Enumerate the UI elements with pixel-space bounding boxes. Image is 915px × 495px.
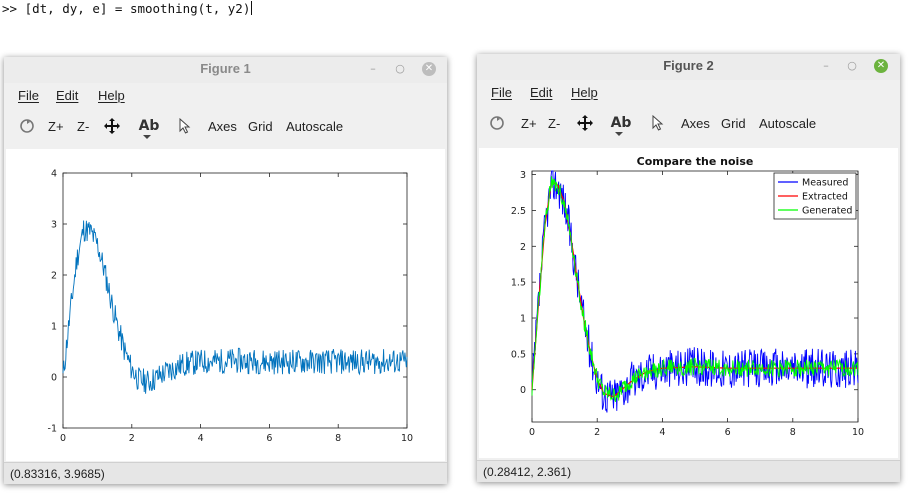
menu-edit[interactable]: Edit [56,88,79,103]
x-tick-label: 10 [401,433,413,444]
x-tick-label: 4 [659,427,665,438]
text-icon[interactable]: Ab [609,114,633,136]
autoscale-button[interactable]: Autoscale [286,119,344,134]
menu-file[interactable]: File [18,88,39,103]
x-tick-label: 4 [198,433,204,444]
y-tick-label: 3 [520,170,526,181]
grid-button[interactable]: Grid [721,116,746,131]
menu-bar: File Edit Help [4,83,447,109]
legend-label: Measured [802,178,848,189]
maximize-icon[interactable]: ○ [395,62,405,75]
toolbar: Z+ Z- Ab Axes Grid Autoscale [4,109,447,147]
chart-title: Compare the noise [637,155,754,168]
y-tick-label: 4 [51,169,57,180]
plot-canvas[interactable]: Compare the noise 0 2 4 6 8 10 0 0.5 1 1.5 2 2.5 3 Mea… [479,148,898,458]
plot-canvas[interactable]: 0 2 4 6 8 10 -1 0 1 2 3 4 [6,149,445,461]
y-tick-label: 1 [520,314,526,325]
y-tick-label: 0 [51,373,57,384]
zoom-in-button[interactable]: Z+ [48,119,64,134]
x-tick-label: 0 [529,427,535,438]
x-tick-label: 6 [725,427,731,438]
y-tick-label: 0 [520,385,526,396]
axes-button[interactable]: Axes [681,116,710,131]
toolbar: Z+ Z- Ab Axes Grid Autoscale [477,106,900,144]
pointer-icon[interactable] [176,117,194,135]
y-tick-label: 3 [51,220,57,231]
chevron-down-icon [143,135,151,139]
zoom-out-button[interactable]: Z- [77,119,90,134]
maximize-icon[interactable]: ○ [847,59,857,72]
rotate-icon[interactable] [488,114,506,132]
window-title: Figure 1 [200,61,251,76]
cursor-coordinates: (0.83316, 3.9685) [10,467,105,481]
close-icon[interactable]: ✕ [422,62,436,76]
grid-button[interactable]: Grid [248,119,273,134]
minimize-icon[interactable]: – [370,62,376,75]
x-tick-label: 6 [266,433,272,444]
series-line-0 [62,220,408,394]
close-icon[interactable]: ✕ [874,59,888,73]
x-tick-label: 10 [852,427,864,438]
x-tick-label: 8 [335,433,341,444]
zoom-out-button[interactable]: Z- [548,116,561,131]
chevron-down-icon [615,132,623,136]
x-tick-label: 0 [60,433,66,444]
text-tool-label: Ab [138,118,160,134]
legend-label: Extracted [802,192,848,203]
axes-frame [62,172,408,429]
y-tick-label: 1 [51,322,57,333]
legend-label: Generated [802,206,852,217]
rotate-icon[interactable] [18,117,36,135]
x-tick-label: 8 [790,427,796,438]
axes-button[interactable]: Axes [208,119,237,134]
title-bar[interactable]: Figure 2 – ○ ✕ [477,54,900,80]
pan-icon[interactable] [103,117,121,135]
status-bar: (0.28412, 2.361) [477,460,900,482]
cursor-coordinates: (0.28412, 2.361) [483,465,572,479]
x-tick-label: 2 [594,427,600,438]
menu-bar: File Edit Help [477,80,900,106]
pointer-icon[interactable] [649,114,667,132]
chart-2: Compare the noise 0 2 4 6 8 10 0 0.5 1 1.5 2 2.5 3 Mea… [511,155,864,438]
console-command: [dt, dy, e] = smoothing(t, y2) [24,1,251,16]
figure-1-window: Figure 1 – ○ ✕ File Edit Help Z+ Z- Ab A… [4,57,447,484]
zoom-in-button[interactable]: Z+ [521,116,537,131]
menu-file[interactable]: File [491,85,512,100]
y-tick-label: 2 [51,271,57,282]
y-tick-label: 2 [520,242,526,253]
text-cursor [251,1,253,15]
y-tick-label: -1 [48,424,57,435]
pan-icon[interactable] [576,114,594,132]
menu-edit[interactable]: Edit [530,85,553,100]
series-line-generated [531,176,859,402]
title-bar[interactable]: Figure 1 – ○ ✕ [4,57,447,83]
text-tool-label: Ab [610,115,632,131]
y-tick-label: 1.5 [511,278,526,289]
menu-help[interactable]: Help [98,88,125,103]
console-command-line[interactable]: >> [dt, dy, e] = smoothing(t, y2) [2,0,253,18]
y-tick-label: 0.5 [511,349,526,360]
x-tick-label: 2 [129,433,135,444]
window-title: Figure 2 [663,58,714,73]
minimize-icon[interactable]: – [823,59,829,72]
series-line-measured [531,170,859,413]
y-tick-label: 2.5 [511,206,526,217]
console-prompt: >> [2,1,18,16]
autoscale-button[interactable]: Autoscale [759,116,817,131]
figure-2-window: Figure 2 – ○ ✕ File Edit Help Z+ Z- Ab A… [477,54,900,482]
text-icon[interactable]: Ab [137,117,161,139]
menu-help[interactable]: Help [571,85,598,100]
axes-frame [531,170,859,423]
status-bar: (0.83316, 3.9685) [4,462,447,484]
